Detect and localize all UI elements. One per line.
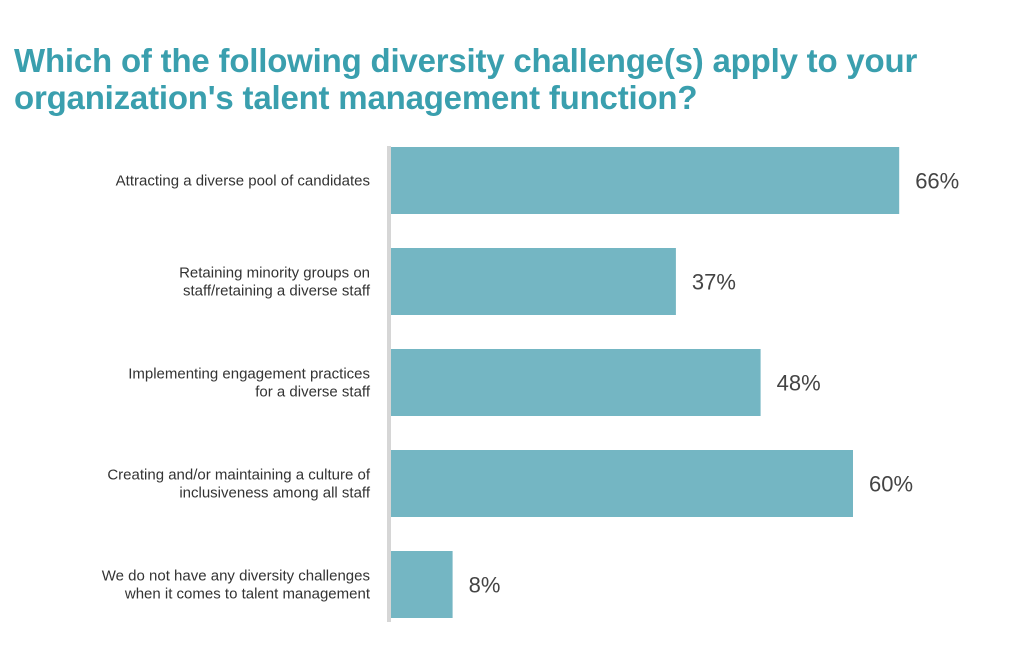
- category-label-1-line-1: Attracting a diverse pool of candidates: [116, 173, 370, 190]
- value-label-4: 60%: [869, 472, 913, 497]
- bar-2: [391, 248, 676, 315]
- bar-3: [391, 349, 761, 416]
- category-label-1: Attracting a diverse pool of candidates: [116, 173, 370, 190]
- bar-5: [391, 551, 453, 618]
- value-label-2: 37%: [692, 270, 736, 295]
- bar-1: [391, 147, 900, 214]
- chart-title-line-1: Which of the following diversity challen…: [14, 42, 918, 79]
- category-label-4-line-1: Creating and/or maintaining a culture of: [107, 467, 370, 484]
- value-label-3: 48%: [777, 371, 821, 396]
- category-label-5-line-2: when it comes to talent management: [124, 586, 371, 603]
- category-label-2: Retaining minority groups on staff/retain…: [179, 265, 371, 300]
- category-label-5-line-1: We do not have any diversity challenges: [102, 568, 370, 585]
- category-label-3-line-2: for a diverse staff: [255, 384, 371, 401]
- bar-4: [391, 450, 853, 517]
- category-axis: [387, 146, 391, 622]
- value-label-5: 8%: [469, 573, 501, 598]
- category-label-3-line-1: Implementing engagement practices: [128, 366, 370, 383]
- chart-title: Which of the following diversity challen…: [14, 42, 1004, 116]
- category-label-2-line-2: staff/retaining a diverse staff: [183, 283, 371, 300]
- category-label-2-line-1: Retaining minority groups on: [179, 265, 370, 282]
- category-label-4-line-2: inclusiveness among all staff: [179, 485, 370, 502]
- chart-title-line-2: organization's talent management functio…: [14, 79, 698, 116]
- value-label-1: 66%: [915, 169, 959, 194]
- category-label-4: Creating and/or maintaining a culture of…: [107, 467, 370, 502]
- category-label-5: We do not have any diversity challenges w…: [102, 568, 371, 603]
- category-label-3: Implementing engagement practices for a d…: [128, 366, 371, 401]
- bars-layer: 66% Attracting a diverse pool of candidat…: [102, 147, 959, 618]
